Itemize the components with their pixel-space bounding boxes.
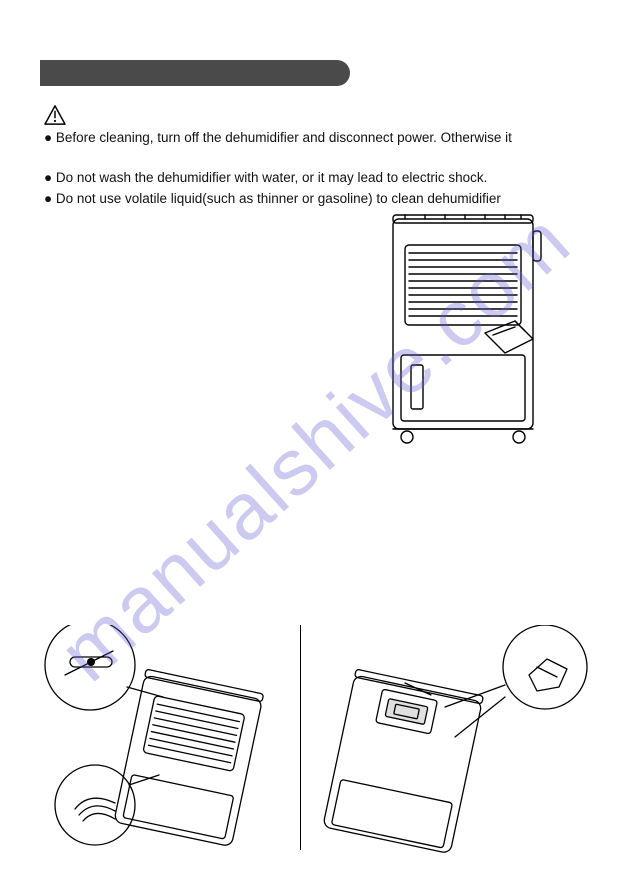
bullet-3-text: Do not use volatile liquid(such as thinn… — [56, 191, 501, 206]
bottom-left-figure — [45, 625, 264, 847]
manual-page: ● Before cleaning, turn off the dehumidi… — [0, 0, 629, 893]
bottom-illustrations — [35, 625, 595, 855]
bullet-2: ● Do not wash the dehumidifier with wate… — [44, 168, 599, 188]
bullet-1-text: Before cleaning, turn off the dehumidifi… — [56, 130, 512, 145]
bottom-right-figure — [323, 625, 587, 854]
bullet-2-text: Do not wash the dehumidifier with water,… — [56, 170, 487, 185]
dehumidifier-illustration — [375, 205, 555, 450]
section-header-bar — [40, 60, 350, 86]
bullet-1: ● Before cleaning, turn off the dehumidi… — [44, 128, 599, 148]
warning-bullets: ● Before cleaning, turn off the dehumidi… — [44, 128, 599, 211]
warning-icon — [44, 105, 66, 125]
figure-divider — [300, 625, 301, 850]
